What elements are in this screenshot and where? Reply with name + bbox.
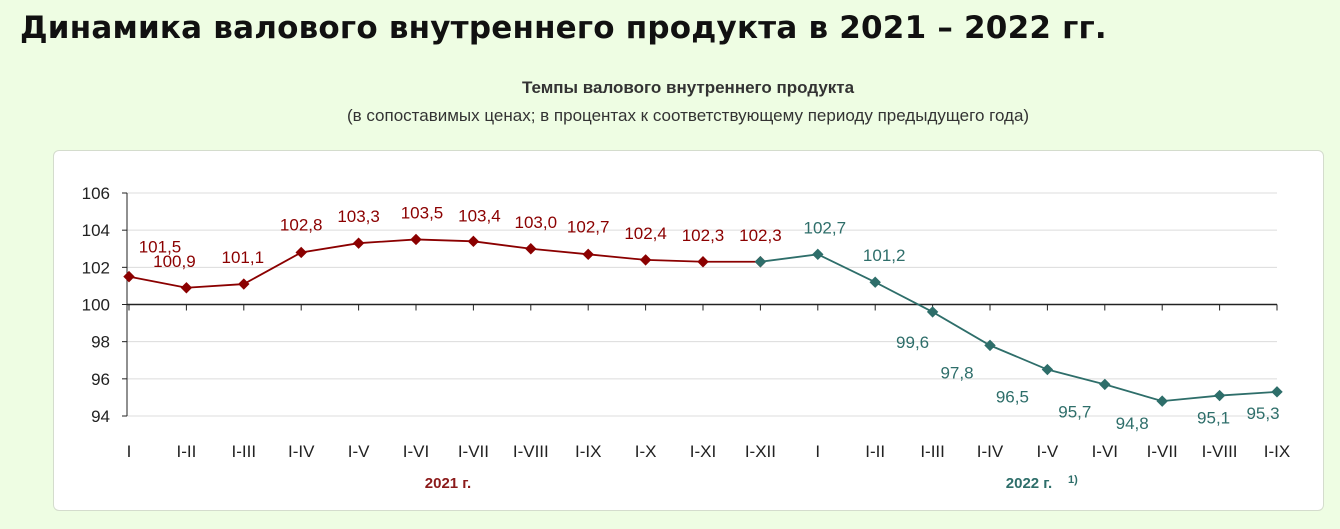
x-tick-label: I-IX [575,442,601,461]
data-point-marker [467,235,480,248]
data-label: 103,4 [458,206,501,225]
group-label-2021: 2021 г. [425,475,471,492]
series-line [760,253,1278,403]
y-tick-label: 104 [82,221,110,240]
x-tick-label: I-VIII [1202,442,1238,461]
data-point-marker [697,256,709,268]
x-tick-label: I-III [920,442,945,461]
x-tick-label: I-XII [745,442,776,461]
data-point-marker [352,237,365,249]
data-label: 96,5 [996,388,1029,407]
data-label: 102,3 [682,226,725,245]
data-point-marker [1213,389,1226,402]
x-tick-label: I-II [176,442,196,461]
y-tick-label: 100 [82,296,110,315]
x-tick-label: I-V [348,442,370,461]
data-label: 103,3 [337,207,380,226]
y-tick-label: 96 [91,370,110,389]
data-label: 95,1 [1197,409,1230,428]
data-point-marker [238,278,250,290]
y-tick-label: 98 [91,333,110,352]
data-point-marker [869,276,881,288]
data-point-marker [295,246,307,259]
data-label: 99,6 [896,333,929,352]
data-label: 103,5 [401,203,444,222]
data-label: 102,4 [624,224,667,243]
y-tick-label: 106 [82,184,110,203]
x-tick-label: I [815,442,820,461]
x-tick-label: I-VIII [513,442,549,461]
data-label: 95,3 [1246,404,1279,423]
data-label: 97,8 [940,363,973,382]
data-point-marker [1041,363,1054,376]
data-point-marker [1271,386,1283,398]
x-tick-label: I-IX [1264,442,1290,461]
data-label: 103,0 [515,213,558,232]
data-label: 101,1 [222,248,265,267]
x-tick-label: I-VII [1147,442,1178,461]
x-tick-label: I-VI [1092,442,1118,461]
data-label: 100,9 [153,252,196,271]
x-tick-label: I-VI [403,442,429,461]
data-label: 102,7 [567,217,610,236]
group-label-2022: 2022 г. [1006,475,1052,492]
data-label: 95,7 [1058,402,1091,421]
x-tick-label: I-IV [288,442,315,461]
data-point-marker [926,306,939,318]
x-tick-label: I-IV [977,442,1004,461]
data-point-marker [1099,378,1111,391]
x-tick-label: I-V [1037,442,1059,461]
data-point-marker [525,243,537,255]
chart-title: Темпы валового внутреннего продукта [521,78,855,97]
data-label: 94,8 [1116,414,1149,433]
page-title: Динамика валового внутреннего продукта в… [20,10,1107,46]
group-footnote-2022: 1) [1068,474,1078,486]
data-point-marker [582,248,594,261]
data-label: 101,5 [139,238,182,257]
x-tick-label: I-XI [690,442,716,461]
y-tick-label: 102 [82,258,110,277]
chart-subtitle: (в сопоставимых ценах; в процентах к соо… [346,106,1030,125]
data-point-marker [1156,395,1168,407]
chart-panel [53,150,1324,511]
data-point-marker [754,256,767,268]
data-point-marker [984,339,996,352]
data-point-marker [123,270,135,283]
data-point-marker [812,248,824,261]
data-label: 102,3 [739,226,782,245]
x-tick-label: I-X [635,442,657,461]
x-tick-label: I-III [232,442,257,461]
data-point-marker [410,233,422,246]
data-label: 101,2 [863,246,906,265]
x-tick-label: I-II [865,442,885,461]
data-label: 102,8 [280,215,323,234]
data-point-marker [639,254,652,266]
x-tick-label: I-VII [458,442,489,461]
y-tick-label: 94 [91,407,110,426]
data-point-marker [180,282,193,294]
x-tick-label: I [127,442,132,461]
data-label: 102,7 [804,218,847,237]
series-line [128,238,761,289]
